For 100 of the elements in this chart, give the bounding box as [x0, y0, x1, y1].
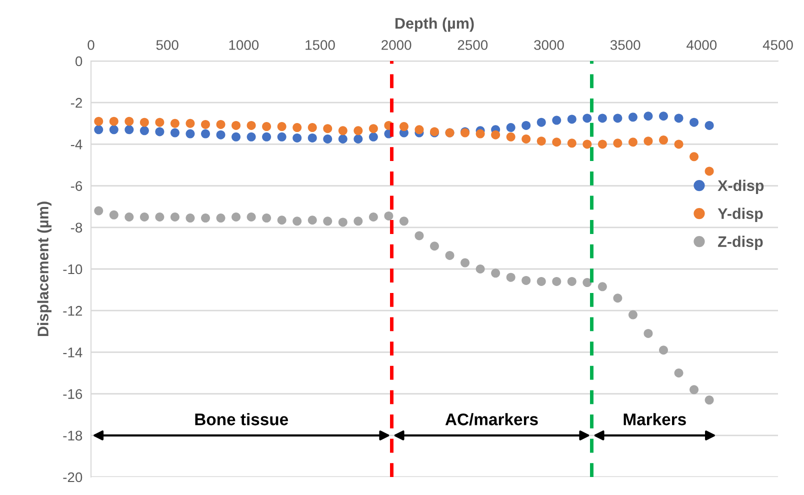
point [338, 126, 348, 136]
point [644, 112, 653, 121]
y-axis-title: Displacement (µm) [37, 202, 52, 336]
point [491, 268, 500, 278]
point [659, 346, 668, 355]
point [124, 116, 134, 126]
point [399, 122, 408, 132]
point [262, 132, 272, 142]
point [186, 118, 195, 128]
point [368, 132, 378, 142]
point [262, 214, 272, 223]
point [613, 114, 622, 123]
point [674, 140, 684, 149]
point [536, 276, 546, 286]
point [644, 328, 653, 338]
point [536, 136, 546, 146]
point [552, 116, 562, 125]
point [201, 214, 210, 223]
point [644, 136, 653, 146]
point [323, 134, 332, 144]
point [308, 123, 317, 132]
point [354, 126, 363, 136]
point [582, 140, 592, 149]
x-tick-label: 500 [156, 40, 178, 50]
point [613, 294, 622, 303]
y-tick-label: -8 [70, 222, 82, 233]
point [476, 129, 485, 138]
point [338, 134, 348, 144]
point [246, 212, 256, 222]
annotation: Bone tissue [195, 413, 288, 426]
point [140, 126, 149, 136]
y-tick-label: -18 [63, 430, 82, 441]
point [94, 206, 104, 216]
x-tick-label: 3000 [534, 40, 564, 50]
y-tick-label: -12 [63, 306, 82, 316]
point [109, 210, 118, 220]
point [567, 138, 576, 148]
point [384, 211, 394, 220]
point [506, 272, 516, 282]
annotation: AC/markers [445, 413, 538, 426]
point [506, 123, 516, 132]
point [155, 212, 164, 222]
point [323, 216, 332, 226]
point [186, 129, 195, 138]
x-tick-label: 4000 [686, 40, 717, 50]
point [536, 118, 546, 127]
y-tick-label: -10 [63, 264, 82, 274]
point [292, 123, 302, 132]
point [109, 125, 118, 134]
x-tick-label: 0 [88, 40, 94, 50]
point [292, 216, 302, 226]
point [628, 310, 638, 320]
point [109, 116, 118, 126]
point [354, 134, 363, 144]
point [354, 216, 363, 226]
point [476, 264, 485, 274]
point [445, 250, 454, 260]
point [155, 118, 164, 127]
point [140, 212, 149, 222]
point [414, 231, 424, 240]
point [277, 132, 286, 142]
annotation: Markers [624, 413, 686, 426]
x-tick-label: 2500 [458, 40, 488, 50]
point [338, 218, 348, 227]
point [522, 120, 531, 130]
point [216, 130, 226, 140]
point [567, 276, 576, 286]
point [308, 133, 317, 142]
point [430, 242, 439, 251]
legend-label: Y-disp [718, 208, 763, 222]
x-axis-title: Depth (µm) [395, 18, 474, 32]
y-tick-label: -2 [70, 98, 82, 108]
point [124, 125, 134, 134]
point [94, 125, 104, 134]
point [216, 214, 226, 223]
point [582, 278, 592, 288]
point [582, 114, 592, 123]
point [598, 140, 607, 149]
point [522, 134, 531, 144]
point [659, 136, 668, 145]
point [704, 120, 714, 130]
x-tick-label: 1000 [229, 40, 259, 50]
point [690, 152, 699, 162]
point [659, 112, 668, 121]
point [460, 258, 470, 268]
point [140, 118, 149, 127]
point [232, 120, 241, 130]
point [246, 120, 256, 130]
point [506, 132, 516, 142]
point [323, 124, 332, 134]
point [170, 212, 180, 222]
point [690, 118, 699, 127]
point [628, 112, 638, 122]
point [201, 129, 210, 138]
legend-label: Z-disp [718, 236, 763, 250]
x-tick-label: 2000 [382, 40, 412, 50]
x-tick-label: 1500 [306, 40, 335, 50]
point [155, 127, 164, 136]
legend-label: X-disp [718, 180, 764, 194]
point [674, 114, 684, 123]
